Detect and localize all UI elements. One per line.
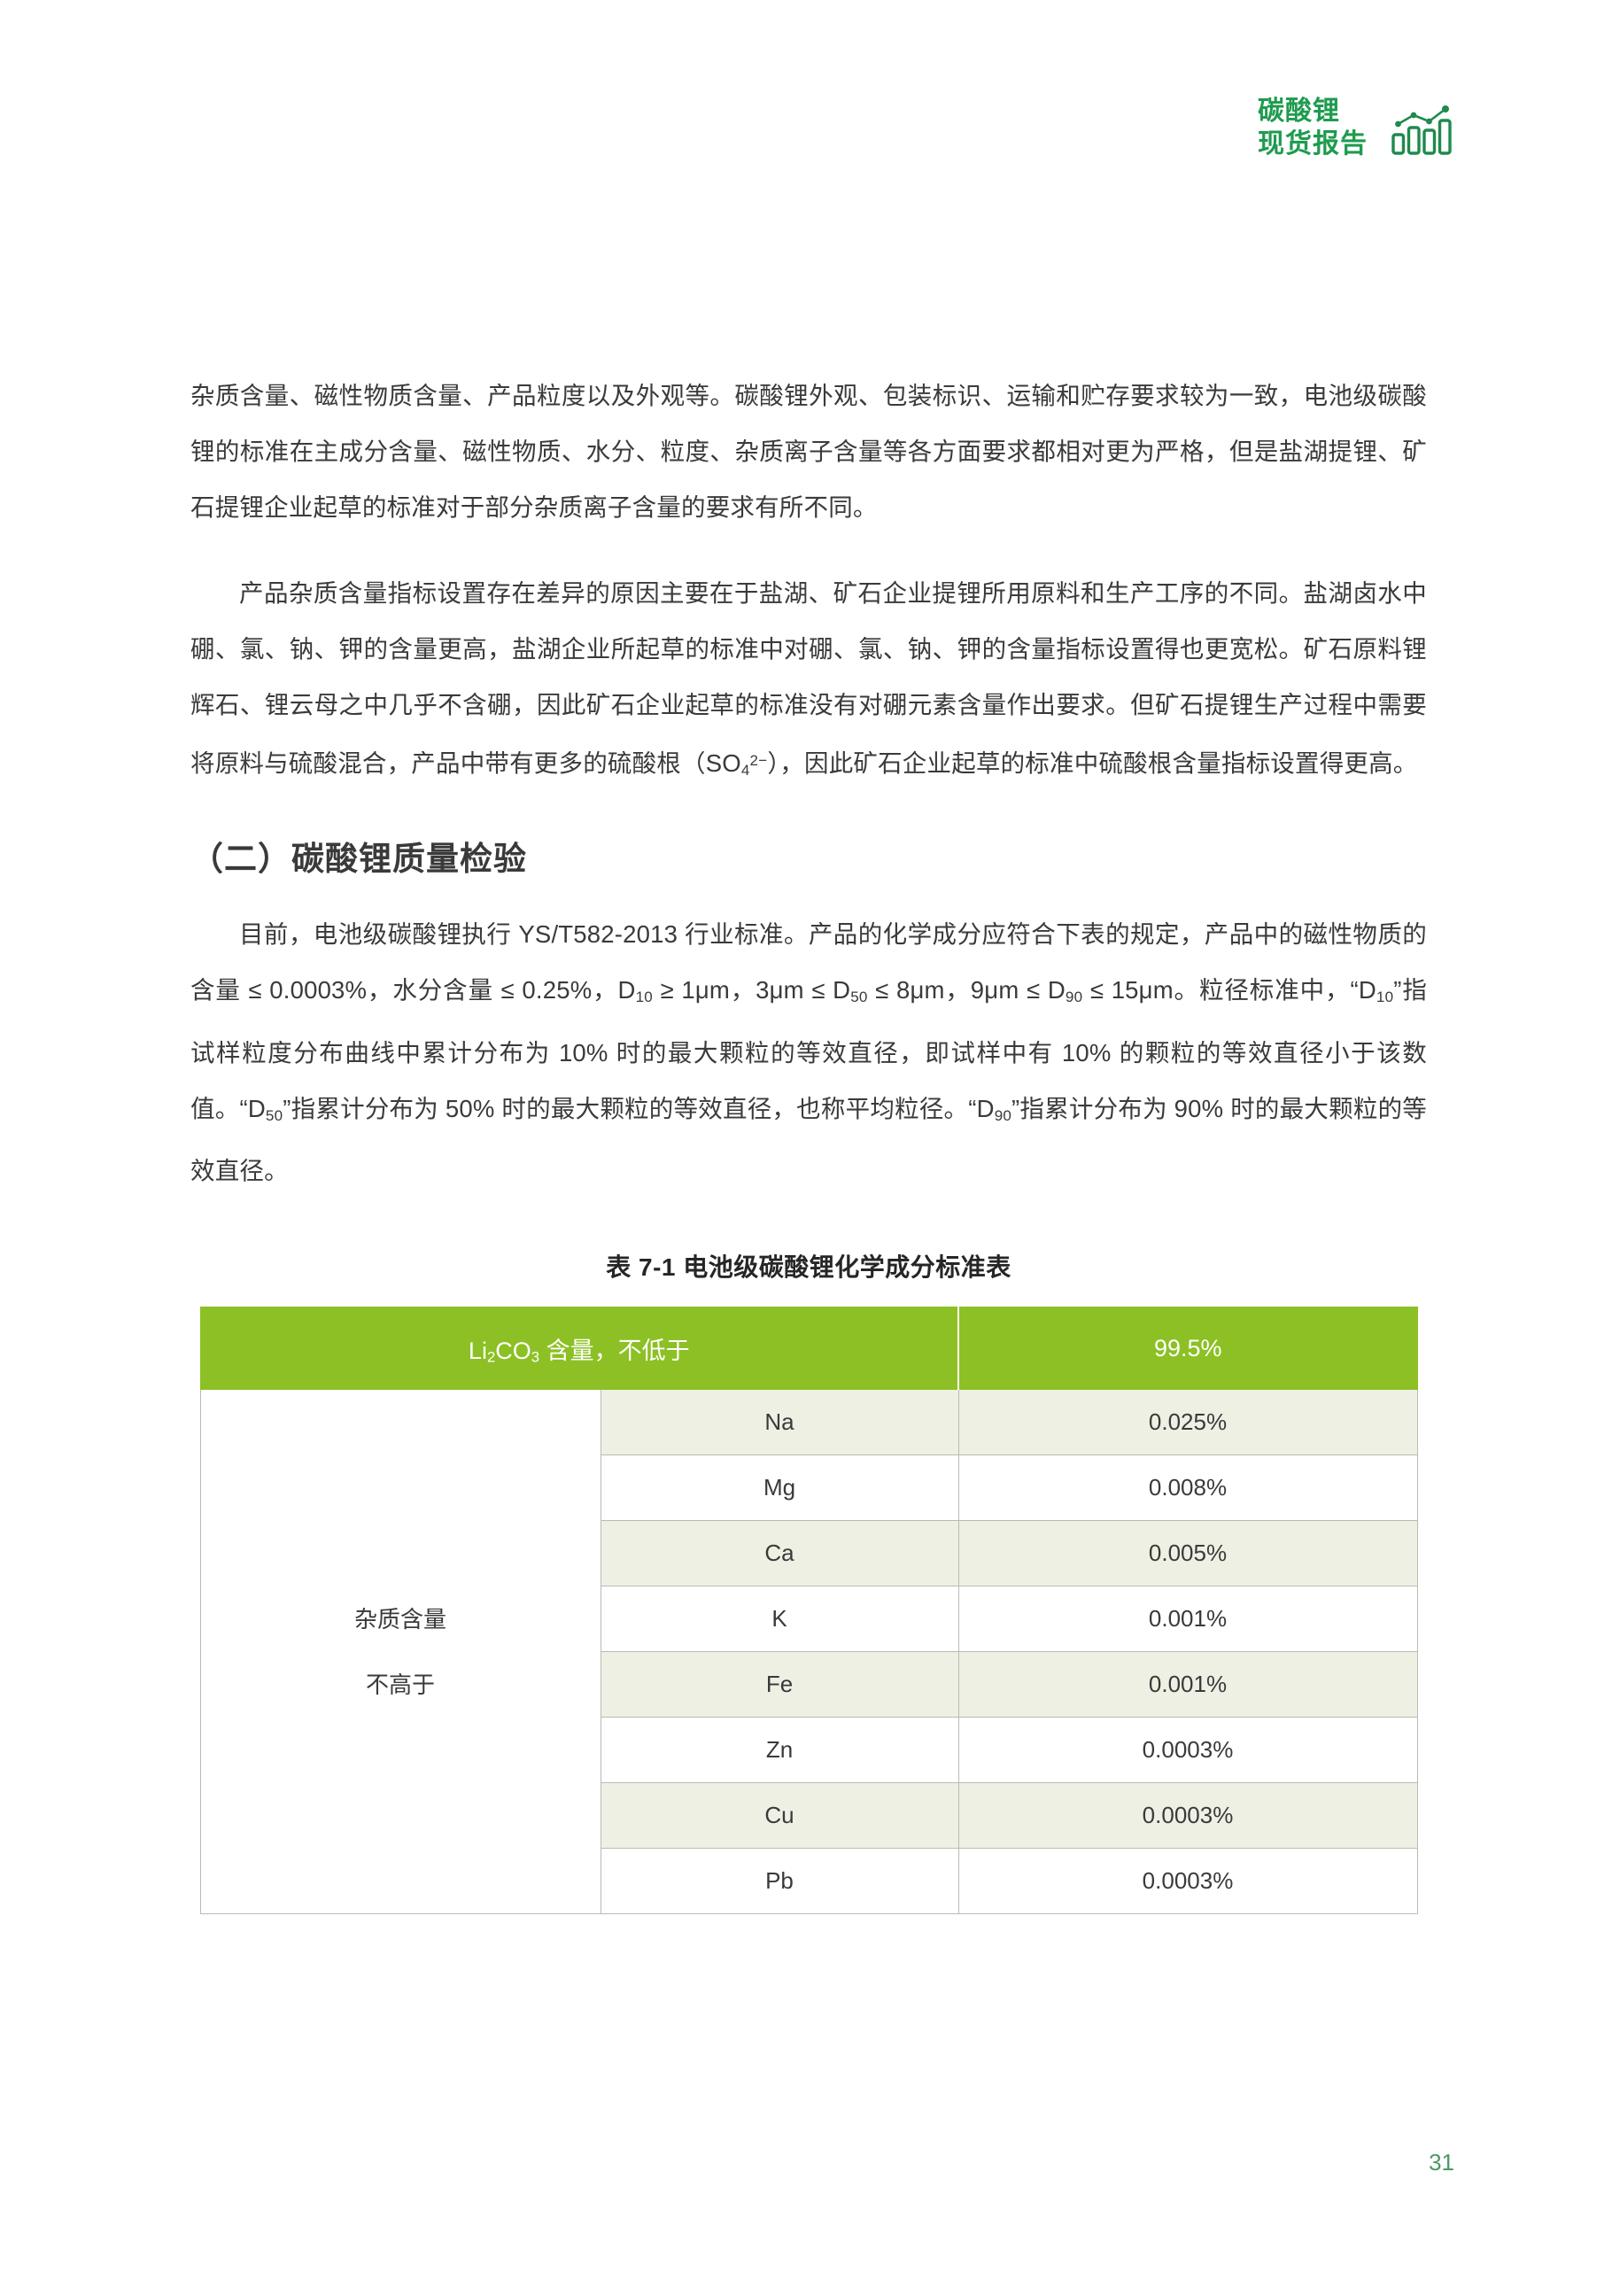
spec-part-2: ≥ 1μm，3μm ≤ D [652,975,851,1004]
bar-chart-trend-icon [1391,105,1452,155]
chemical-composition-table: Li2CO3 含量，不低于 99.5% 杂质含量 不高于 Na 0.025% M… [199,1307,1418,1915]
table-row: Ca 0.005% [200,1520,1418,1587]
paragraph-impurity-overview: 杂质含量、磁性物质含量、产品粒度以及外观等。碳酸锂外观、包装标识、运输和贮存要求… [190,382,1427,521]
spec-part-7: ”指累计分布为 90% 时的最大颗粒的等效直径。 [190,1094,1428,1185]
cell-limit: 0.0003% [957,1717,1418,1784]
brand-wordmark: 碳酸锂 现货报告 [1258,96,1368,160]
li2co3-sub-2: 2 [486,1348,496,1366]
cell-limit: 0.0003% [957,1782,1418,1850]
cell-element: Cu [600,1782,959,1850]
cell-element: Pb [600,1848,959,1915]
cell-element: Ca [600,1520,959,1587]
d10-subscript-b: 10 [1376,988,1394,1005]
brand-header: 碳酸锂 现货报告 [1258,96,1454,160]
brand-line-1: 碳酸锂 [1258,97,1340,126]
table-row: Pb 0.0003% [200,1848,1418,1915]
li2co3-co: CO [495,1337,531,1364]
table-header-row: Li2CO3 含量，不低于 99.5% [199,1307,1418,1391]
brand-line-2: 现货报告 [1258,128,1368,159]
cell-element: Na [600,1389,959,1456]
cell-limit: 0.008% [957,1454,1418,1522]
row-group-label-line-2: 不高于 [365,1671,435,1698]
page-number: 31 [1429,2149,1454,2176]
cell-limit: 0.025% [957,1389,1418,1456]
li2co3-sub-3: 3 [531,1348,540,1366]
spec-part-1: 目前，电池级碳酸锂执行 YS/T582-2013 行业标准。产品的化学成分应符合… [190,919,1427,1004]
cell-limit: 0.005% [957,1520,1418,1587]
table-caption: 表 7-1 电池级碳酸锂化学成分标准表 [606,1253,1011,1282]
table-row: 杂质含量 不高于 Na 0.025% [199,1389,1418,1915]
cell-limit: 0.0003% [957,1848,1418,1915]
d50-subscript-b: 50 [265,1106,283,1124]
cell-element: Zn [600,1717,959,1784]
spec-part-5: ”指试样粒度分布曲线中累计分布为 10% 时的最大颗粒的等效直径，即试样中有 1… [190,975,1428,1122]
table-row: Cu 0.0003% [200,1782,1418,1850]
row-group-label-impurity: 杂质含量 不高于 [199,1389,601,1915]
table-body: 杂质含量 不高于 Na 0.025% Mg 0.008% Ca 0.005% K… [199,1389,1418,1915]
d50-subscript-a: 50 [850,988,868,1005]
spec-part-3: ≤ 8μm，9μm ≤ D [867,975,1066,1004]
table-row: Mg 0.008% [200,1454,1418,1522]
cell-limit: 0.001% [957,1651,1418,1718]
d10-subscript-a: 10 [635,988,653,1005]
paragraph-impurity-reasons: 产品杂质含量指标设置存在差异的原因主要在于盐湖、矿石企业提锂所用原料和生产工序的… [190,565,1427,798]
cell-element: K [600,1586,959,1653]
table-header-li2co3-value: 99.5% [957,1307,1418,1391]
paragraph-standard-spec: 目前，电池级碳酸锂执行 YS/T582-2013 行业标准。产品的化学成分应符合… [190,906,1427,1199]
li2co3-li: Li [468,1337,487,1364]
sulfate-formula: 42− [740,749,768,779]
cell-element: Mg [600,1454,959,1522]
paragraph-impurity-reasons-part2: ），因此矿石企业起草的标准中硫酸根含量指标设置得更高。 [767,749,1418,778]
d90-subscript-a: 90 [1065,988,1083,1005]
table-header-li2co3-label: Li2CO3 含量，不低于 [199,1307,959,1391]
row-group-label-line-1: 杂质含量 [353,1605,446,1633]
sulfate-subscript: 4 [740,761,750,779]
li2co3-suffix: 含量，不低于 [539,1337,690,1364]
paragraph-impurity-reasons-part1: 产品杂质含量指标设置存在差异的原因主要在于盐湖、矿石企业提锂所用原料和生产工序的… [190,579,1427,778]
table-row: Fe 0.001% [200,1651,1418,1718]
spec-part-6: ”指累计分布为 50% 时的最大颗粒的等效直径，也称平均粒径。“D [283,1094,995,1122]
cell-limit: 0.001% [957,1586,1418,1653]
table-row: Zn 0.0003% [200,1717,1418,1784]
sulfate-charge: 2− [749,752,768,769]
d90-subscript-b: 90 [994,1106,1012,1124]
spec-part-4: ≤ 15μm。粒径标准中，“D [1082,975,1376,1004]
page-content: 杂质含量、磁性物质含量、产品粒度以及外观等。碳酸锂外观、包装标识、运输和贮存要求… [190,368,1427,1915]
section-heading-quality-inspection: （二）碳酸锂质量检验 [190,840,527,877]
table-row: K 0.001% [200,1586,1418,1653]
cell-element: Fe [600,1651,959,1718]
